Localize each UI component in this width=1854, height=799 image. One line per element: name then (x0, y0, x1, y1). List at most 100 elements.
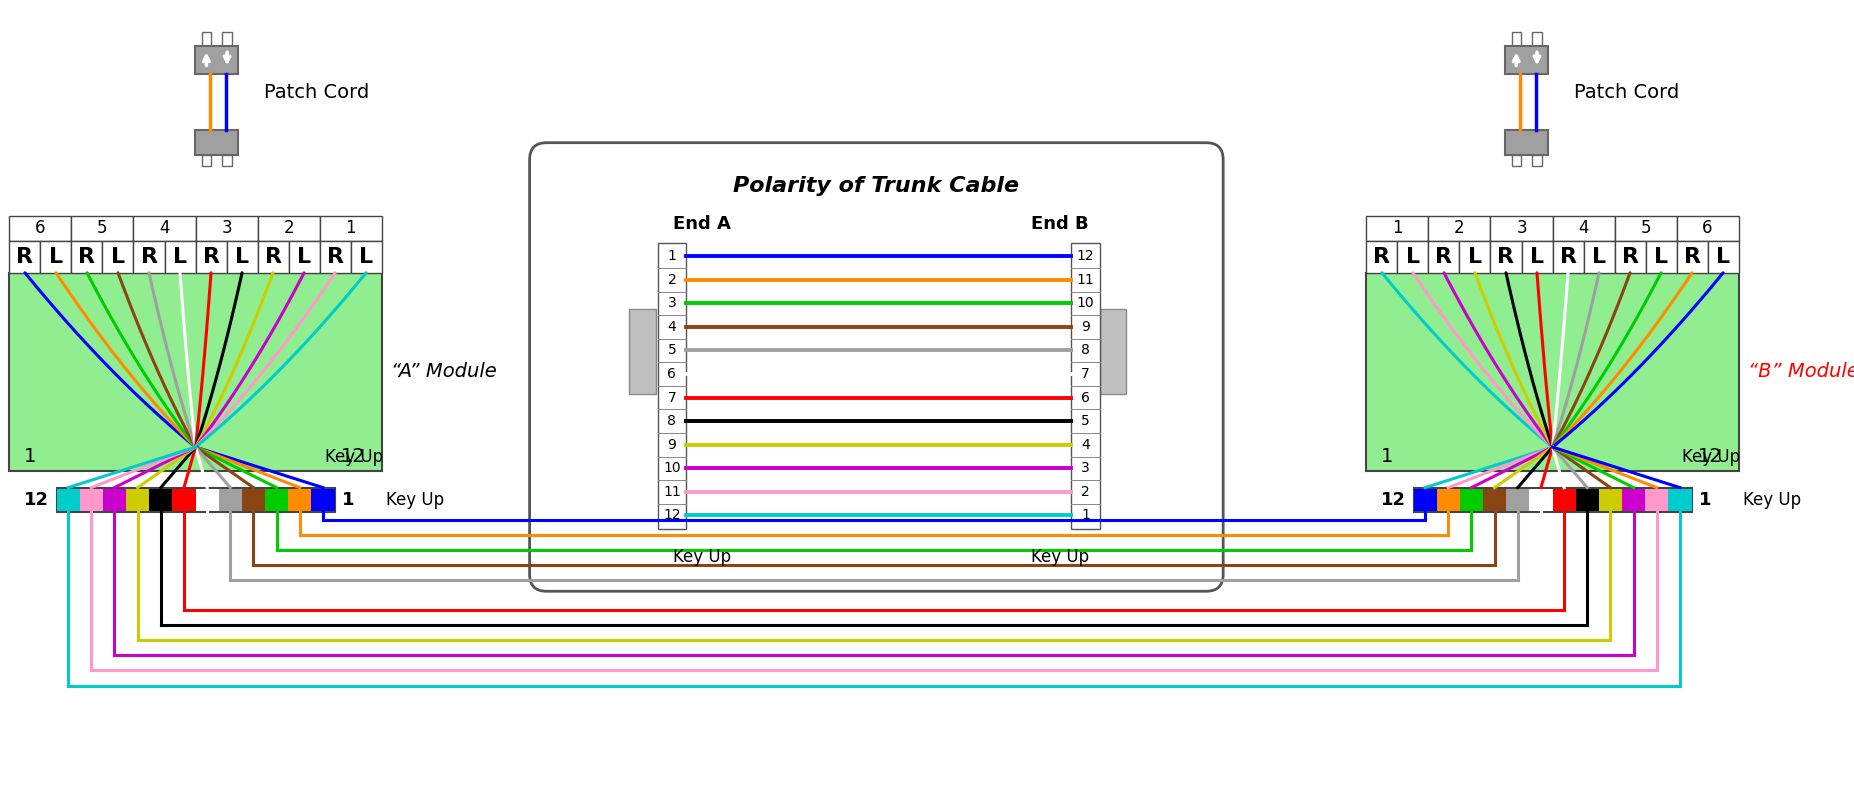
Bar (222, 33, 232, 46)
Bar (289, 240, 319, 272)
Bar (1530, 488, 1552, 511)
Text: 6: 6 (667, 367, 677, 381)
Bar (319, 240, 350, 272)
Text: Patch Cord: Patch Cord (1574, 83, 1680, 102)
Bar (1531, 155, 1543, 166)
Bar (1366, 272, 1739, 471)
Text: 9: 9 (667, 438, 677, 451)
Bar (1531, 33, 1543, 46)
Bar (1428, 240, 1459, 272)
Bar (1583, 240, 1615, 272)
Bar (9, 217, 72, 240)
Bar (1099, 309, 1125, 394)
Text: 11: 11 (1077, 272, 1094, 287)
Text: L: L (1530, 247, 1544, 267)
Bar (172, 488, 195, 511)
Text: 12: 12 (341, 447, 365, 466)
Text: L: L (235, 247, 248, 267)
Bar (311, 488, 334, 511)
Bar (1552, 217, 1615, 240)
Text: L: L (1468, 247, 1481, 267)
Bar (9, 272, 382, 471)
Text: L: L (1654, 247, 1669, 267)
Bar (1459, 488, 1483, 511)
Text: R: R (1622, 247, 1639, 267)
Text: L: L (1593, 247, 1606, 267)
Bar (195, 240, 226, 272)
Text: 9: 9 (1081, 320, 1090, 334)
Text: 1: 1 (1081, 508, 1090, 523)
Bar (56, 488, 80, 511)
Text: 3: 3 (221, 220, 232, 237)
Text: 1: 1 (667, 249, 677, 263)
Text: R: R (1435, 247, 1452, 267)
Text: 12: 12 (1381, 491, 1405, 509)
Bar (1413, 487, 1691, 512)
Text: R: R (1498, 247, 1515, 267)
Bar (41, 240, 72, 272)
Bar (195, 130, 239, 155)
Text: End B: End B (1031, 215, 1088, 233)
Text: R: R (1374, 247, 1390, 267)
Text: R: R (1559, 247, 1576, 267)
Text: L: L (1717, 247, 1730, 267)
Text: 5: 5 (96, 220, 108, 237)
Bar (1708, 240, 1739, 272)
Text: Key Up: Key Up (386, 491, 445, 509)
Bar (1505, 130, 1548, 155)
Text: 4: 4 (667, 320, 677, 334)
Bar (319, 217, 382, 240)
Text: Key Up: Key Up (1743, 491, 1802, 509)
Text: 2: 2 (284, 220, 295, 237)
FancyBboxPatch shape (530, 143, 1224, 591)
Bar (630, 309, 656, 394)
Bar (1459, 240, 1491, 272)
Text: 4: 4 (1081, 438, 1090, 451)
Text: 4: 4 (159, 220, 171, 237)
Bar (72, 217, 133, 240)
Text: 8: 8 (667, 414, 677, 428)
Bar (195, 217, 258, 240)
Bar (165, 240, 195, 272)
Text: 3: 3 (667, 296, 677, 310)
Text: 3: 3 (1081, 461, 1090, 475)
Bar (1366, 217, 1428, 240)
Bar (226, 240, 258, 272)
Text: 4: 4 (1578, 220, 1589, 237)
Bar (148, 488, 172, 511)
Bar (287, 488, 311, 511)
Text: L: L (297, 247, 311, 267)
Text: End A: End A (673, 215, 730, 233)
Text: 8: 8 (1081, 344, 1090, 357)
Text: R: R (202, 247, 219, 267)
Bar (56, 487, 334, 512)
Bar (265, 488, 287, 511)
Bar (1646, 240, 1676, 272)
Text: 2: 2 (1454, 220, 1465, 237)
Text: 6: 6 (35, 220, 46, 237)
Bar (195, 46, 239, 74)
Text: 6: 6 (1702, 220, 1713, 237)
Bar (102, 488, 126, 511)
Text: 12: 12 (1077, 249, 1094, 263)
Text: R: R (1683, 247, 1700, 267)
Bar (1676, 240, 1708, 272)
Text: L: L (1405, 247, 1420, 267)
Text: “A” Module: “A” Module (391, 362, 497, 381)
Bar (1398, 240, 1428, 272)
Text: “B” Module: “B” Module (1748, 362, 1854, 381)
Text: R: R (326, 247, 343, 267)
Text: L: L (111, 247, 124, 267)
Text: Key Up: Key Up (1682, 447, 1741, 466)
Bar (195, 488, 219, 511)
Text: R: R (17, 247, 33, 267)
Bar (80, 488, 102, 511)
Bar (202, 155, 211, 166)
Text: 3: 3 (1517, 220, 1528, 237)
Text: 11: 11 (664, 485, 680, 499)
Text: 10: 10 (1077, 296, 1094, 310)
Text: L: L (360, 247, 373, 267)
Bar (219, 488, 241, 511)
Text: L: L (48, 247, 63, 267)
Text: 2: 2 (1081, 485, 1090, 499)
